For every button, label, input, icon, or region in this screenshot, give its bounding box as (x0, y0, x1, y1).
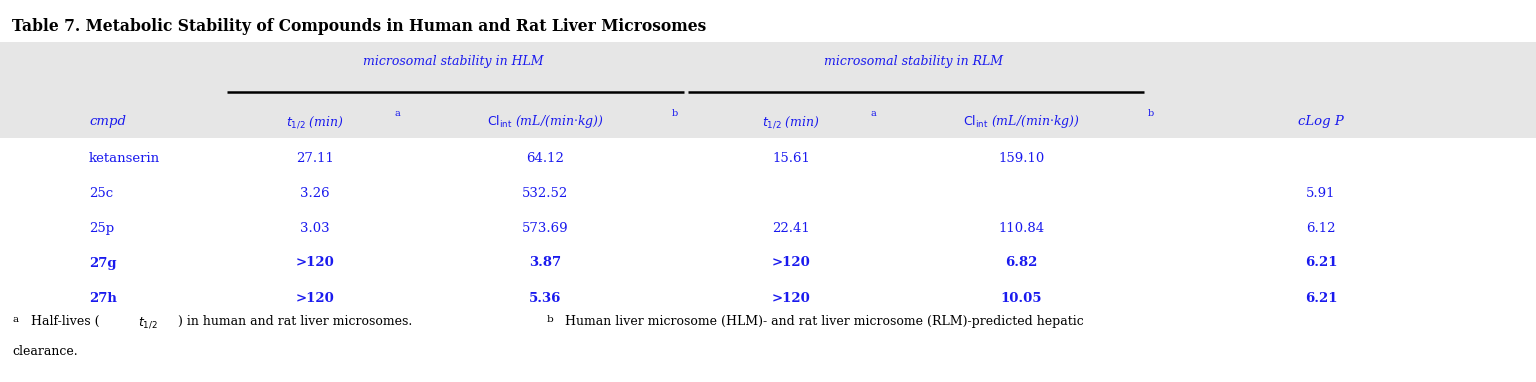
Text: 6.82: 6.82 (1005, 256, 1038, 269)
Text: cmpd: cmpd (89, 115, 126, 128)
Text: 5.36: 5.36 (528, 291, 562, 304)
Text: clearance.: clearance. (12, 345, 78, 358)
Text: a: a (12, 315, 18, 324)
Text: b: b (547, 315, 553, 324)
Text: >120: >120 (771, 256, 811, 269)
Text: $t_{1/2}$: $t_{1/2}$ (138, 315, 158, 330)
Text: Half-lives (: Half-lives ( (31, 315, 100, 328)
Text: $t_{1/2}$ (min): $t_{1/2}$ (min) (286, 114, 344, 130)
Text: b: b (1147, 109, 1154, 118)
Text: 25p: 25p (89, 222, 114, 235)
Text: 22.41: 22.41 (773, 222, 809, 235)
Text: 27g: 27g (89, 256, 117, 269)
Text: 27h: 27h (89, 291, 117, 304)
Text: a: a (871, 109, 877, 118)
Text: $\mathrm{Cl_{int}}$ (mL/(min$\cdot$kg)): $\mathrm{Cl_{int}}$ (mL/(min$\cdot$kg)) (963, 113, 1080, 131)
Text: >120: >120 (295, 291, 335, 304)
Text: b: b (671, 109, 677, 118)
Text: 6.21: 6.21 (1304, 291, 1338, 304)
Text: cLog P: cLog P (1298, 115, 1344, 128)
Text: 6.12: 6.12 (1306, 222, 1336, 235)
Text: 64.12: 64.12 (527, 152, 564, 165)
Text: 25c: 25c (89, 186, 114, 199)
Text: Table 7. Metabolic Stability of Compounds in Human and Rat Liver Microsomes: Table 7. Metabolic Stability of Compound… (12, 18, 707, 35)
Text: microsomal stability in RLM: microsomal stability in RLM (825, 55, 1003, 68)
Text: 3.87: 3.87 (530, 256, 561, 269)
Text: 6.21: 6.21 (1304, 256, 1338, 269)
Text: 159.10: 159.10 (998, 152, 1044, 165)
Text: 3.03: 3.03 (300, 222, 330, 235)
FancyBboxPatch shape (0, 42, 1536, 138)
Text: microsomal stability in HLM: microsomal stability in HLM (362, 55, 544, 68)
Text: 15.61: 15.61 (773, 152, 809, 165)
Text: 532.52: 532.52 (522, 186, 568, 199)
Text: 27.11: 27.11 (296, 152, 333, 165)
Text: ketanserin: ketanserin (89, 152, 160, 165)
Text: 10.05: 10.05 (1000, 291, 1043, 304)
Text: 3.26: 3.26 (300, 186, 330, 199)
Text: 573.69: 573.69 (522, 222, 568, 235)
Text: $\mathrm{Cl_{int}}$ (mL/(min$\cdot$kg)): $\mathrm{Cl_{int}}$ (mL/(min$\cdot$kg)) (487, 113, 604, 131)
Text: a: a (395, 109, 401, 118)
Text: 110.84: 110.84 (998, 222, 1044, 235)
Text: 5.91: 5.91 (1306, 186, 1336, 199)
Text: >120: >120 (771, 291, 811, 304)
Text: Human liver microsome (HLM)- and rat liver microsome (RLM)-predicted hepatic: Human liver microsome (HLM)- and rat liv… (565, 315, 1084, 328)
Text: ) in human and rat liver microsomes.: ) in human and rat liver microsomes. (178, 315, 419, 328)
Text: $t_{1/2}$ (min): $t_{1/2}$ (min) (762, 114, 820, 130)
Text: >120: >120 (295, 256, 335, 269)
